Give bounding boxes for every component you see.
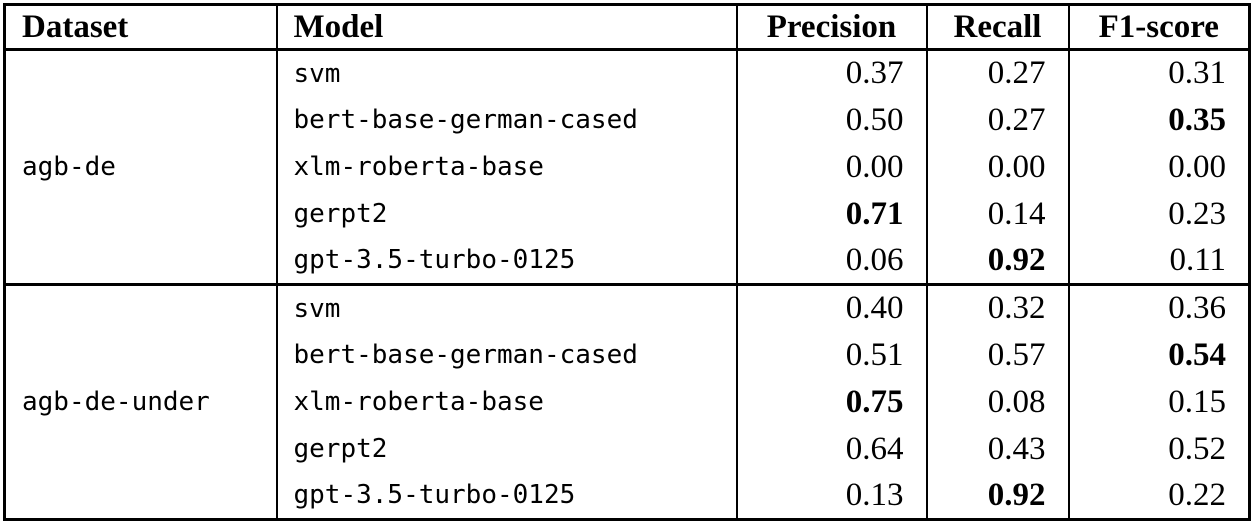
group-agb-de-under: agb-de-under svm 0.40 0.32 0.36 bert-bas…	[3, 284, 1251, 520]
model-name-cell: xlm-roberta-base	[275, 378, 738, 426]
precision-value: 0.13	[735, 472, 928, 520]
col-header-precision: Precision	[735, 4, 928, 50]
recall-value: 0.43	[925, 425, 1070, 473]
precision-value: 0.50	[735, 96, 928, 144]
f1-value: 0.52	[1067, 425, 1251, 473]
model-name-cell: gerpt2	[275, 425, 738, 473]
f1-value: 0.54	[1067, 331, 1251, 379]
recall-value: 0.08	[925, 378, 1070, 426]
table-row: bert-base-german-cased 0.50 0.27 0.35	[5, 96, 1251, 144]
table-row: xlm-roberta-base 0.00 0.00 0.00	[5, 143, 1251, 191]
model-name-cell: svm	[275, 284, 738, 332]
results-table: Dataset Model Precision Recall F1-score …	[3, 3, 1251, 521]
model-name-cell: svm	[275, 49, 738, 97]
precision-value: 0.75	[735, 378, 928, 426]
col-header-f1-score: F1-score	[1067, 4, 1251, 50]
precision-value: 0.40	[735, 284, 928, 332]
table-row: gerpt2 0.64 0.43 0.52	[5, 425, 1251, 473]
col-header-dataset: Dataset	[3, 4, 278, 50]
precision-value: 0.71	[735, 190, 928, 238]
model-name-cell: bert-base-german-cased	[275, 331, 738, 379]
table-row: agb-de svm 0.37 0.27 0.31	[3, 49, 1251, 285]
header-row: Dataset Model Precision Recall F1-score	[3, 4, 1251, 50]
precision-value: 0.06	[735, 237, 928, 285]
table-header: Dataset Model Precision Recall F1-score	[3, 4, 1251, 50]
recall-value: 0.57	[925, 331, 1070, 379]
recall-value: 0.27	[925, 49, 1070, 97]
recall-value: 0.14	[925, 190, 1070, 238]
f1-value: 0.35	[1067, 96, 1251, 144]
dataset-group-label: agb-de	[3, 49, 278, 285]
table-row: gpt-3.5-turbo-0125 0.06 0.92 0.11	[5, 237, 1251, 285]
f1-value: 0.31	[1067, 49, 1251, 97]
recall-value: 0.92	[925, 237, 1070, 285]
f1-value: 0.23	[1067, 190, 1251, 238]
table-row: xlm-roberta-base 0.75 0.08 0.15	[5, 378, 1251, 426]
col-header-model: Model	[275, 4, 738, 50]
recall-value: 0.27	[925, 96, 1070, 144]
col-header-recall: Recall	[925, 4, 1070, 50]
group-agb-de: agb-de svm 0.37 0.27 0.31 bert-base-germ…	[3, 49, 1251, 285]
recall-value: 0.92	[925, 472, 1070, 520]
model-name-cell: gpt-3.5-turbo-0125	[275, 237, 738, 285]
model-name-cell: bert-base-german-cased	[275, 96, 738, 144]
precision-value: 0.51	[735, 331, 928, 379]
recall-value: 0.32	[925, 284, 1070, 332]
precision-value: 0.64	[735, 425, 928, 473]
model-name-cell: gpt-3.5-turbo-0125	[275, 472, 738, 520]
table-row: bert-base-german-cased 0.51 0.57 0.54	[5, 331, 1251, 379]
recall-value: 0.00	[925, 143, 1070, 191]
precision-value: 0.37	[735, 49, 928, 97]
table-row: agb-de-under svm 0.40 0.32 0.36	[3, 284, 1251, 520]
f1-value: 0.22	[1067, 472, 1251, 520]
model-name-cell: xlm-roberta-base	[275, 143, 738, 191]
model-name-cell: gerpt2	[275, 190, 738, 238]
precision-value: 0.00	[735, 143, 928, 191]
dataset-group-label: agb-de-under	[3, 284, 278, 520]
table-row: gpt-3.5-turbo-0125 0.13 0.92 0.22	[5, 472, 1251, 520]
f1-value: 0.00	[1067, 143, 1251, 191]
f1-value: 0.11	[1067, 237, 1251, 285]
f1-value: 0.36	[1067, 284, 1251, 332]
f1-value: 0.15	[1067, 378, 1251, 426]
table-row: gerpt2 0.71 0.14 0.23	[5, 190, 1251, 238]
